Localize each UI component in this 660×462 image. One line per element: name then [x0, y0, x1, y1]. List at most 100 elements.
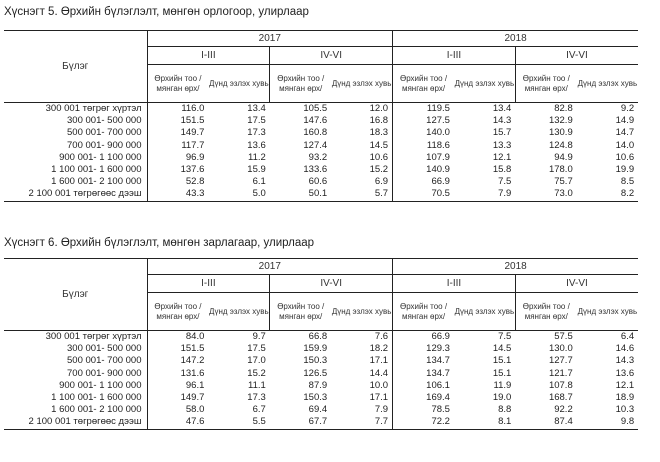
data-cell: 50.1 — [269, 188, 332, 202]
row-label: 900 001- 1 100 000 — [4, 379, 148, 393]
data-cell: 7.7 — [331, 416, 393, 430]
data-cell: 17.1 — [369, 392, 389, 404]
table-row: 2 100 001 төгрөгөөс дээш 43.3 5.0 50.1 5.7 70… — [4, 188, 639, 202]
period-header: I-III — [392, 274, 516, 293]
data-cell: 84.0 — [185, 331, 205, 342]
data-cell: 121.7 — [548, 367, 573, 379]
table-row: 900 001- 1 100 000 96.1 11.1 87.9 10.0 106.1 1… — [4, 379, 638, 393]
data-cell: 17.5 — [247, 343, 266, 355]
data-cell: 87.4 — [515, 416, 577, 430]
data-cell: 7.6 — [374, 331, 389, 342]
data-cell: 107.8 — [548, 379, 573, 391]
data-cell: 17.1 — [369, 355, 389, 367]
data-cell: 19.9 — [615, 164, 635, 176]
data-cell: 130.9 — [548, 127, 573, 139]
data-cell: 151.5 — [180, 343, 205, 355]
data-cell: 11.9 — [493, 379, 512, 391]
table6-grid: Бүлэг 2017 2018 I-III IV-VI I-III IV-VI Өрхийн … — [4, 258, 639, 430]
data-cell: 15.1 — [492, 355, 512, 367]
row-label: 700 001- 900 000 — [4, 367, 148, 380]
table6: Бүлэг 2017 2018 I-III IV-VI I-III IV-VI Өрхийн … — [4, 258, 639, 430]
data-cell: 7.5 — [498, 331, 512, 342]
data-cell: 96.1 — [185, 379, 205, 391]
data-cell: 12.1 — [492, 151, 512, 163]
row-label: 2 100 001 төгрөгөөс дээш — [4, 416, 148, 430]
data-cell: 13.6 — [615, 367, 635, 379]
data-cell: 96.9 — [185, 151, 205, 163]
column-header: Дүнд эзлэх хувь — [208, 64, 270, 103]
period-header: IV-VI — [269, 274, 393, 293]
data-cell: 66.9 — [392, 330, 454, 344]
data-cell: 6.7 — [252, 404, 266, 416]
row-label: 300 001 төгрөг хүртэл — [4, 330, 148, 344]
table-row: 1 100 001- 1 600 000 149.7 17.3 150.3 17.1 16… — [4, 392, 638, 405]
column-header: Өрхийн тоо /мянган өрх/ — [514, 64, 577, 103]
column-header: Өрхийн тоо /мянган өрх/ — [147, 64, 209, 103]
year-header: 2018 — [392, 258, 639, 275]
data-cell: 149.7 — [180, 127, 205, 139]
data-cell: 124.8 — [548, 139, 573, 151]
data-cell: 12.0 — [369, 103, 389, 114]
table-row: 700 001- 900 000 131.6 15.2 126.5 14.4 134.7 1… — [4, 367, 638, 380]
data-cell: 118.6 — [392, 139, 454, 152]
column-header: Дүнд эзлэх хувь — [453, 64, 516, 103]
data-cell: 127.7 — [548, 355, 573, 367]
table-row: 500 001- 700 000 147.2 17.0 150.3 17.1 134.7 1… — [4, 355, 638, 368]
data-cell: 140.0 — [392, 127, 454, 140]
data-cell: 15.1 — [492, 367, 512, 379]
data-cell: 14.3 — [615, 355, 635, 367]
table-row: 500 001- 700 000 149.7 17.3 160.8 18.3 140.0 1… — [4, 127, 638, 140]
table5: Бүлэг 2017 2018 I-III IV-VI I-III IV-VI Өрхийн … — [4, 30, 639, 202]
column-header: Дүнд эзлэх хувь — [576, 64, 639, 103]
row-label: 700 001- 900 000 — [4, 139, 148, 152]
data-cell: 70.5 — [392, 188, 454, 202]
column-header: Өрхийн тоо /мянган өрх/ — [392, 292, 454, 331]
data-cell: 130.0 — [548, 343, 573, 355]
data-cell: 14.5 — [492, 343, 512, 355]
row-label: 1 100 001- 1 600 000 — [4, 164, 148, 177]
data-cell: 134.7 — [392, 367, 454, 380]
data-cell: 73.0 — [515, 188, 577, 202]
data-cell: 18.3 — [369, 127, 389, 139]
table-row: 300 001- 500 000 151.5 17.5 159.9 18.2 129.3 1… — [4, 343, 638, 356]
column-header: Өрхийн тоо /мянган өрх/ — [392, 64, 454, 103]
data-cell: 127.4 — [303, 139, 328, 151]
data-cell: 10.0 — [369, 379, 389, 391]
table-row: 300 001 төгрөг хүртэл 116.0 13.4 105.5 12.0 1… — [4, 102, 638, 116]
year-header: 2017 — [146, 30, 393, 47]
table-row: 300 001 төгрөг хүртэл 84.0 9.7 66.8 7.6 66.9 7… — [4, 330, 638, 344]
data-cell: 9.8 — [576, 416, 639, 430]
data-cell: 151.5 — [180, 115, 205, 127]
table5-title: Хүснэгт 5. Өрхийн бүлэглэлт, мөнгөн орло… — [4, 6, 309, 18]
period-header: IV-VI — [514, 274, 639, 293]
data-cell: 14.4 — [369, 367, 389, 379]
data-cell: 19.0 — [492, 392, 512, 404]
table5-grid: Бүлэг 2017 2018 I-III IV-VI I-III IV-VI Өрхийн … — [4, 30, 639, 202]
data-cell: 10.6 — [615, 151, 635, 163]
data-cell: 105.5 — [303, 103, 328, 114]
row-label: 1 600 001- 2 100 000 — [4, 176, 148, 189]
data-cell: 47.6 — [147, 416, 209, 430]
row-label: 1 600 001- 2 100 000 — [4, 404, 148, 417]
column-header: Өрхийн тоо /мянган өрх/ — [147, 292, 209, 331]
year-header: 2017 — [146, 258, 393, 275]
data-cell: 8.5 — [620, 176, 635, 188]
data-cell: 13.4 — [247, 103, 266, 114]
data-cell: 7.9 — [453, 188, 516, 202]
data-cell: 93.2 — [308, 151, 328, 163]
data-cell: 150.3 — [303, 355, 328, 367]
period-header: I-III — [392, 46, 516, 65]
table-row: 1 600 001- 2 100 000 52.8 6.1 60.6 6.9 66.9 7.… — [4, 176, 638, 189]
data-cell: 66.9 — [392, 176, 454, 189]
year-header: 2018 — [392, 30, 639, 47]
data-cell: 14.9 — [615, 115, 635, 127]
column-header: Өрхийн тоо /мянган өрх/ — [514, 292, 577, 331]
data-cell: 13.4 — [492, 103, 512, 114]
column-header: Дүнд эзлэх хувь — [453, 292, 516, 331]
table6-title: Хүснэгт 6. Өрхийн бүлэглэлт, мөнгөн зарл… — [4, 237, 315, 249]
row-label: 1 100 001- 1 600 000 — [4, 392, 148, 405]
data-cell: 14.7 — [615, 127, 635, 139]
data-cell: 15.9 — [247, 164, 266, 176]
data-cell: 72.2 — [392, 416, 454, 430]
data-cell: 13.6 — [247, 139, 266, 151]
